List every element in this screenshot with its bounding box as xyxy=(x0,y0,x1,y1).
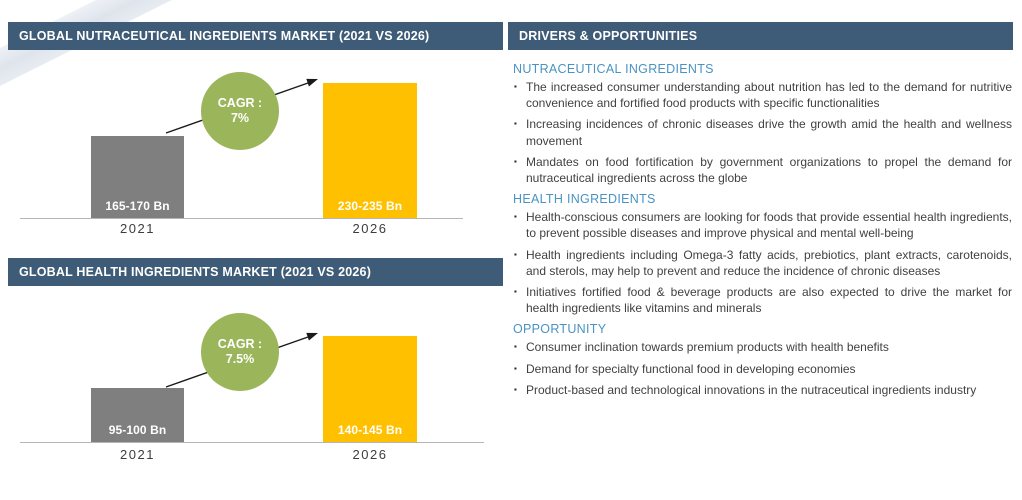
nutraceutical-chart-title: GLOBAL NUTRACEUTICAL INGREDIENTS MARKET … xyxy=(19,29,430,43)
bar-value-label: 230-235 Bn xyxy=(337,199,403,213)
cagr-value: 7% xyxy=(230,111,250,125)
cagr-label: CAGR : xyxy=(217,337,263,351)
list-item: ▪ Increasing incidences of chronic diseas… xyxy=(513,116,1012,148)
x-axis-line xyxy=(20,442,484,443)
list-item: ▪ Initiatives fortified food & beverage p… xyxy=(513,284,1012,316)
x-tick-2026: 2026 xyxy=(352,221,388,236)
list-item-text: Mandates on food fortification by govern… xyxy=(526,154,1012,186)
health-drivers-list: ▪ Health-conscious consumers are looking … xyxy=(513,209,1012,316)
bullet-icon: ▪ xyxy=(514,82,517,91)
bar-2021-health: 95-100 Bn xyxy=(91,388,184,442)
list-item: ▪ Consumer inclination towards premium pr… xyxy=(513,339,1012,355)
list-item: ▪ Health-conscious consumers are looking … xyxy=(513,209,1012,241)
cagr-badge-health: CAGR : 7.5% xyxy=(201,313,279,391)
drivers-opportunities-title-bar: DRIVERS & OPPORTUNITIES xyxy=(508,22,1013,50)
list-item-text: Consumer inclination towards premium pro… xyxy=(526,340,889,355)
bullet-icon: ▪ xyxy=(514,119,517,129)
bullet-icon: ▪ xyxy=(514,384,517,394)
list-item: ▪ Product-based and technological innovat… xyxy=(513,382,1012,398)
list-item-text: Health-conscious consumers are looking f… xyxy=(526,210,1012,241)
x-axis-line xyxy=(20,218,463,219)
list-item-text: Product-based and technological innovati… xyxy=(526,382,977,397)
cagr-badge-nutraceutical: CAGR : 7% xyxy=(201,72,279,150)
x-tick-2021: 2021 xyxy=(120,447,155,462)
list-item-text: Health ingredients including Omega-3 fat… xyxy=(526,247,1012,278)
bullet-icon: ▪ xyxy=(514,342,517,352)
list-item: ▪ Health ingredients including Omega-3 fa… xyxy=(513,247,1012,279)
list-item-text: Demand for specialty functional food in … xyxy=(526,361,856,376)
bar-2026-nutraceutical: 230-235 Bn xyxy=(323,83,417,218)
list-item-text: The increased consumer understanding abo… xyxy=(526,80,1012,111)
list-item-text: Initiatives fortified food & beverage pr… xyxy=(526,285,1012,316)
drivers-opportunities-content: NUTRACEUTICAL INGREDIENTS ▪ The increased… xyxy=(513,62,1012,403)
x-tick-2021: 2021 xyxy=(120,221,155,236)
bar-value-label: 95-100 Bn xyxy=(108,423,167,437)
nutraceutical-drivers-list: ▪ The increased consumer understanding ab… xyxy=(513,79,1012,186)
bar-value-label: 140-145 Bn xyxy=(337,423,403,437)
list-item: ▪ Mandates on food fortification by gover… xyxy=(513,154,1012,186)
list-item-text: Increasing incidences of chronic disease… xyxy=(526,117,1012,148)
bar-2026-health: 140-145 Bn xyxy=(323,336,417,442)
opportunity-list: ▪ Consumer inclination towards premium pr… xyxy=(513,339,1012,398)
cagr-value: 7.5% xyxy=(225,352,255,366)
bullet-icon: ▪ xyxy=(514,249,517,259)
section-heading-opportunity: OPPORTUNITY xyxy=(513,322,607,337)
section-heading-health-ingredients: HEALTH INGREDIENTS xyxy=(513,192,656,207)
bar-value-label: 165-170 Bn xyxy=(105,199,170,213)
nutraceutical-chart-title-bar: GLOBAL NUTRACEUTICAL INGREDIENTS MARKET … xyxy=(8,22,503,50)
bullet-icon: ▪ xyxy=(514,212,517,222)
bullet-icon: ▪ xyxy=(514,156,517,166)
list-item: ▪ The increased consumer understanding ab… xyxy=(513,79,1012,111)
health-chart-title-bar: GLOBAL HEALTH INGREDIENTS MARKET (2021 V… xyxy=(8,258,503,286)
bar-2021-nutraceutical: 165-170 Bn xyxy=(91,136,184,218)
section-heading-nutraceutical-ingredients: NUTRACEUTICAL INGREDIENTS xyxy=(513,62,714,76)
bullet-icon: ▪ xyxy=(514,363,517,373)
health-chart-title: GLOBAL HEALTH INGREDIENTS MARKET (2021 V… xyxy=(19,265,372,279)
drivers-opportunities-title: DRIVERS & OPPORTUNITIES xyxy=(519,29,698,43)
x-tick-2026: 2026 xyxy=(352,447,388,462)
list-item: ▪ Demand for specialty functional food in… xyxy=(513,361,1012,377)
cagr-label: CAGR : xyxy=(217,96,263,110)
bullet-icon: ▪ xyxy=(514,287,517,297)
